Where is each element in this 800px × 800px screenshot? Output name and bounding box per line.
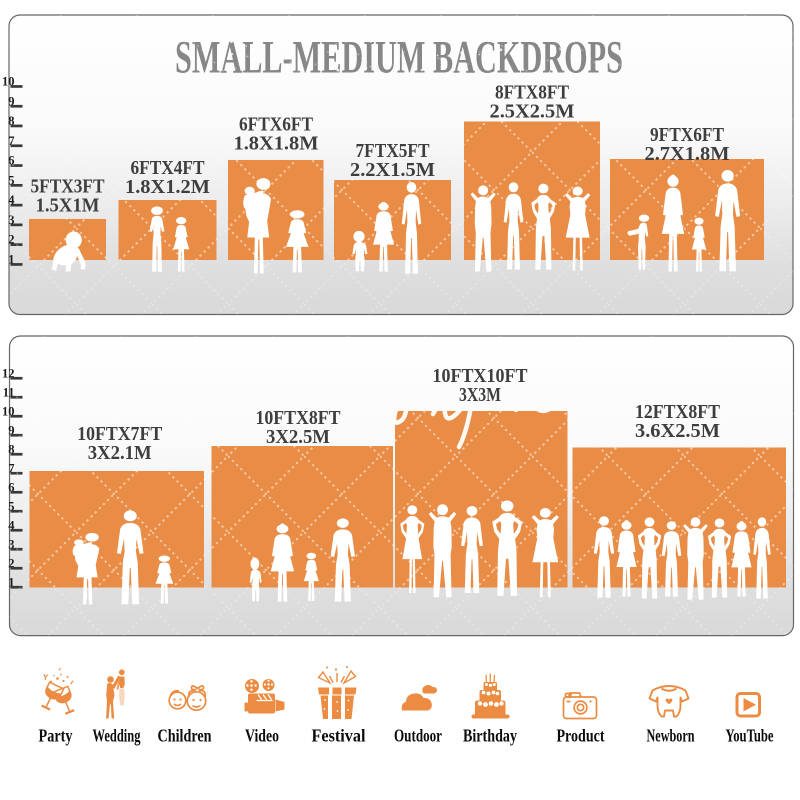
svg-text:YouTube: YouTube <box>726 726 774 746</box>
svg-text:3.6X2.5M: 3.6X2.5M <box>635 420 720 442</box>
svg-text:Product: Product <box>557 726 605 746</box>
svg-text:3X3M: 3X3M <box>459 384 501 406</box>
svg-text:Party: Party <box>39 726 73 746</box>
svg-text:Festival: Festival <box>312 726 366 746</box>
svg-text:1.5X1M: 1.5X1M <box>36 195 100 217</box>
svg-text:6FTX4FT: 6FTX4FT <box>131 157 206 179</box>
svg-text:10FTX7FT: 10FTX7FT <box>77 423 163 445</box>
svg-text:6FTX6FT: 6FTX6FT <box>239 114 314 136</box>
svg-text:11: 11 <box>3 385 15 399</box>
svg-text:1.8X1.2M: 1.8X1.2M <box>125 176 210 198</box>
svg-text:2.2X1.5M: 2.2X1.5M <box>350 159 435 181</box>
svg-text:2.5X2.5M: 2.5X2.5M <box>490 101 575 123</box>
svg-text:10FTX8FT: 10FTX8FT <box>256 407 342 429</box>
svg-text:2.7X1.8M: 2.7X1.8M <box>645 143 730 165</box>
svg-text:5FTX3FT: 5FTX3FT <box>31 176 106 198</box>
svg-text:3X2.5M: 3X2.5M <box>266 426 330 448</box>
svg-text:9FTX6FT: 9FTX6FT <box>650 124 725 146</box>
svg-text:Children: Children <box>158 726 212 746</box>
svg-text:Birthday: Birthday <box>463 726 517 746</box>
svg-text:Outdoor: Outdoor <box>394 726 442 746</box>
svg-text:Video: Video <box>245 726 279 746</box>
svg-text:1.8X1.8M: 1.8X1.8M <box>234 133 319 155</box>
svg-text:10FTX10FT: 10FTX10FT <box>433 365 529 387</box>
svg-text:Newborn: Newborn <box>647 726 695 746</box>
svg-text:3X2.1M: 3X2.1M <box>88 442 152 464</box>
svg-text:7FTX5FT: 7FTX5FT <box>356 140 431 162</box>
svg-text:8FTX8FT: 8FTX8FT <box>495 82 570 104</box>
svg-text:12FTX8FT: 12FTX8FT <box>635 401 721 423</box>
svg-text:Wedding: Wedding <box>93 726 141 746</box>
